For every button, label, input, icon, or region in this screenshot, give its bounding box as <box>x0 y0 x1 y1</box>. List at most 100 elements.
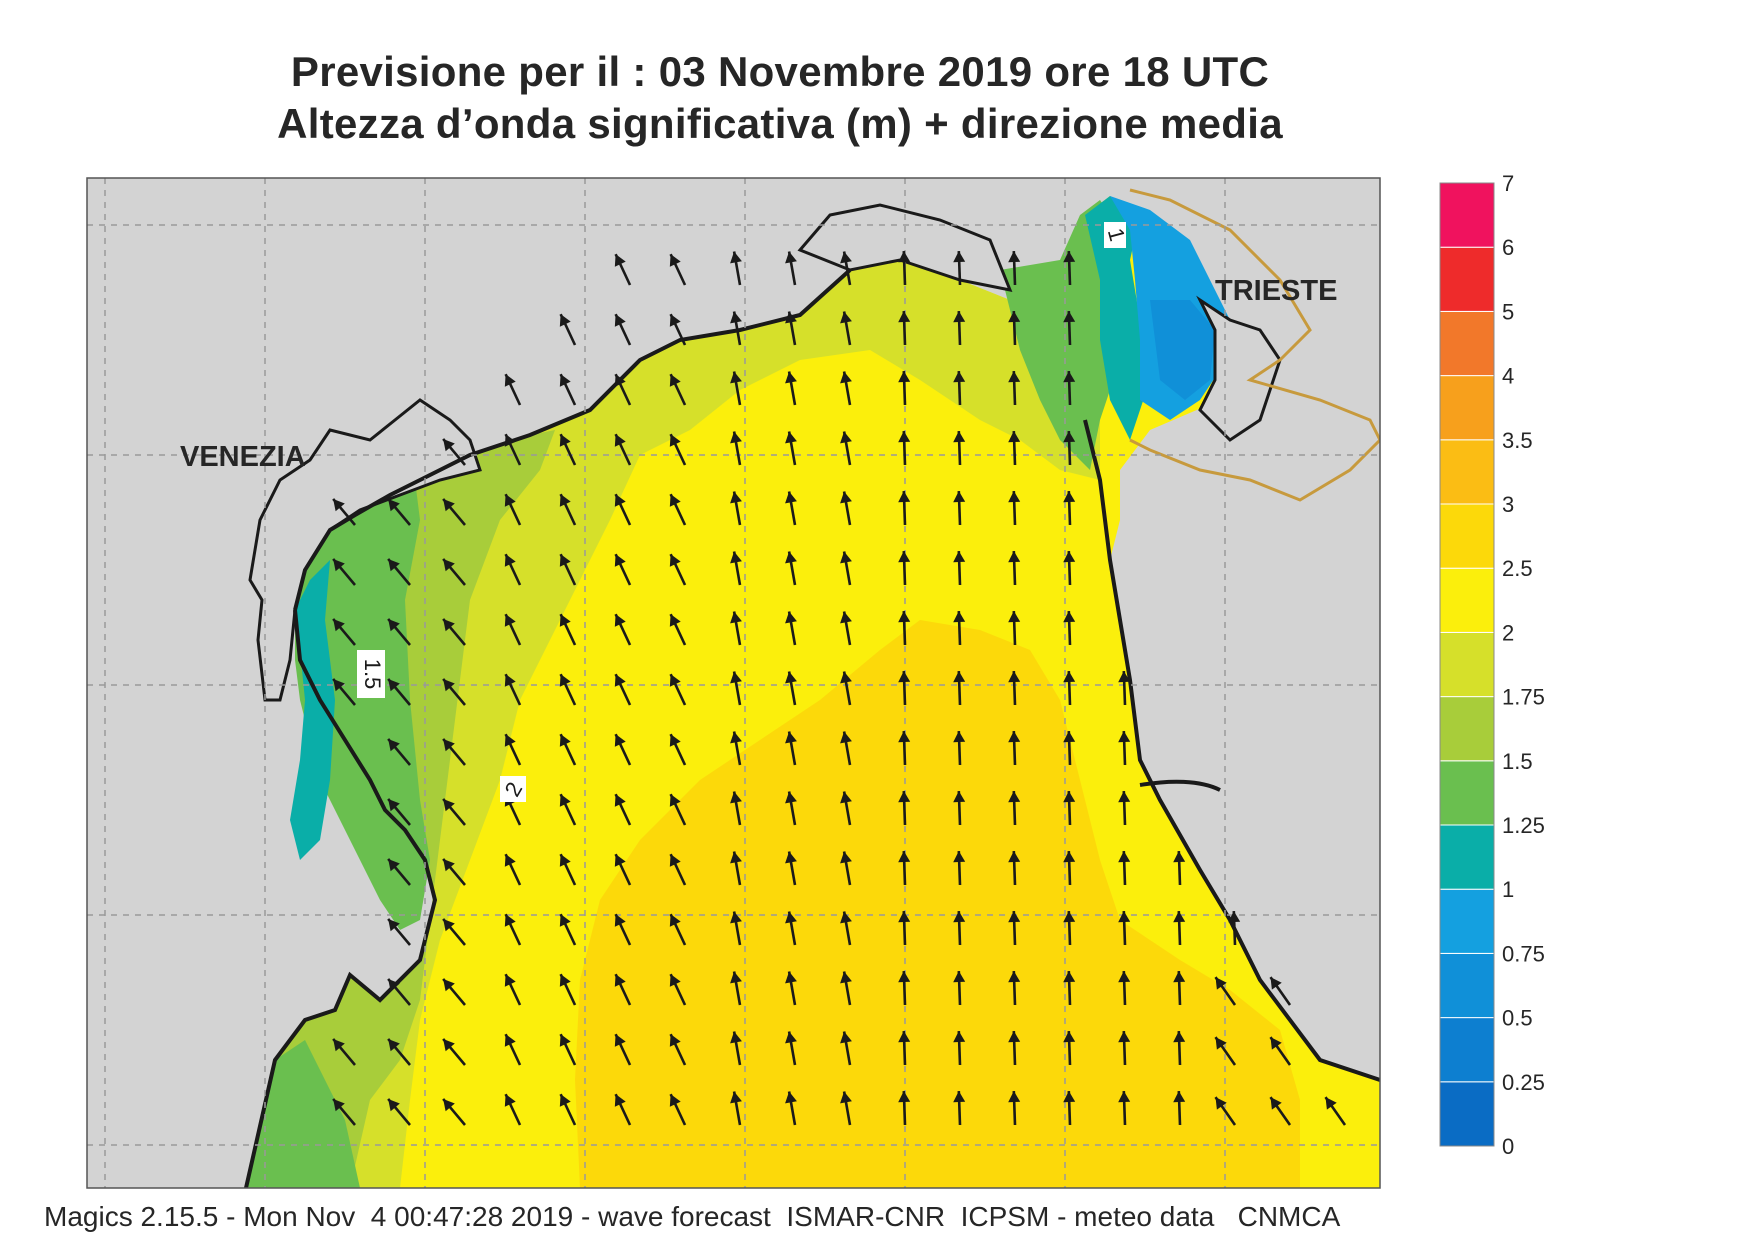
wave-arrow-head <box>1270 977 1282 990</box>
wave-arrow-head <box>785 491 797 504</box>
contour-label-1-5: 1.5 <box>357 650 385 698</box>
wave-arrow-head <box>669 254 681 267</box>
wave-arrow-head <box>669 554 681 567</box>
wave-arrow-head <box>1063 911 1076 923</box>
wave-arrow-head <box>840 371 852 384</box>
wave-arrow-head <box>1008 791 1021 803</box>
wave-arrow-head <box>1063 611 1076 623</box>
wave-arrow-head <box>1008 731 1021 743</box>
place-label-venezia: VENEZIA <box>180 441 306 473</box>
wave-arrow-head <box>1063 551 1076 563</box>
wave-arrow-head <box>443 678 455 692</box>
wave-arrow-head <box>1008 1031 1021 1043</box>
wave-arrow-head <box>504 434 516 447</box>
wave-arrow-head <box>443 438 455 452</box>
wave-arrow-head <box>953 551 966 563</box>
wave-arrow-head <box>730 311 742 324</box>
colorbar-tick-label: 5 <box>1502 299 1514 324</box>
wave-arrow-head <box>785 1091 797 1104</box>
wave-arrow-head <box>953 311 966 323</box>
wave-arrow-head <box>614 254 626 267</box>
wave-arrow-head <box>1008 611 1021 623</box>
wave-arrow-head <box>614 794 626 807</box>
wave-arrow-head <box>898 431 911 443</box>
colorbar-segment <box>1439 375 1495 441</box>
wave-arrow-head <box>504 914 516 927</box>
wave-arrow-head <box>1063 371 1076 383</box>
wave-arrow-head <box>614 554 626 567</box>
wave-arrow-head <box>388 858 400 872</box>
venezia-land <box>248 398 482 702</box>
wave-arrow-head <box>898 551 911 563</box>
wave-arrow-head <box>898 671 911 683</box>
colorbar-tick-label: 0 <box>1502 1134 1514 1159</box>
wave-arrow-head <box>730 371 742 384</box>
wave-arrow-head <box>1063 311 1076 323</box>
wave-arrow-head <box>1063 971 1076 983</box>
wave-arrow-head <box>840 551 852 564</box>
wave-arrow-head <box>333 678 345 692</box>
wave-arrow-head <box>333 1038 345 1052</box>
wave-arrow-head <box>1008 431 1021 443</box>
wave-arrow-head <box>388 1038 400 1052</box>
svg-text:1.5: 1.5 <box>360 659 385 690</box>
wave-arrow-head <box>840 431 852 444</box>
colorbar-segment <box>1439 503 1495 569</box>
wave-arrow-head <box>730 611 742 624</box>
colorbar-frame <box>1439 182 1495 1147</box>
wave-arrow-head <box>388 558 400 572</box>
wave-arrow-head <box>1118 1031 1131 1043</box>
wave-arrow-head <box>559 914 571 927</box>
wave-arrow-head <box>1173 1031 1186 1043</box>
wave-arrow-head <box>443 918 455 932</box>
wave-arrow-head <box>559 614 571 627</box>
wave-arrow-head <box>1325 1097 1337 1110</box>
wave-arrow-head <box>1008 911 1021 923</box>
wave-arrow-head <box>1008 671 1021 683</box>
wave-arrow-head <box>1063 791 1076 803</box>
istria-coast <box>1139 779 1221 792</box>
wave-arrow-head <box>898 491 911 503</box>
colorbar-tick-label: 3 <box>1502 492 1514 517</box>
contour-label-1: 1 <box>1103 222 1130 248</box>
wave-arrow-head <box>953 251 966 263</box>
wave-arrow-head <box>840 1091 852 1104</box>
wave-arrow-head <box>1118 731 1131 743</box>
map-subtitle: Altezza d’onda significativa (m) + direz… <box>277 100 1283 147</box>
wave-arrow-head <box>898 851 911 863</box>
wave-arrow-head <box>785 551 797 564</box>
wave-arrow-head <box>953 491 966 503</box>
wave-arrow-head <box>559 1034 571 1047</box>
wave-arrow-head <box>559 854 571 867</box>
wave-arrow-head <box>669 914 681 927</box>
wave-arrow-head <box>443 1038 455 1052</box>
wave-arrow-head <box>614 674 626 687</box>
wave-arrow-head <box>1008 251 1021 263</box>
colorbar-segment <box>1439 439 1495 505</box>
wave-arrow-head <box>669 674 681 687</box>
colorbar-segment <box>1439 824 1495 890</box>
wave-arrow-head <box>953 911 966 923</box>
wave-arrow-head <box>388 978 400 992</box>
colorbar-segment <box>1439 310 1495 377</box>
place-label-trieste: TRIESTE <box>1215 275 1337 307</box>
wave-arrow-head <box>1008 311 1021 323</box>
wave-arrow-head <box>559 674 571 687</box>
wave-arrow-head <box>333 618 345 632</box>
footer-credits: Magics 2.15.5 - Mon Nov 4 00:47:28 2019 … <box>44 1201 1341 1232</box>
wave-arrow-head <box>388 618 400 632</box>
wave-arrow-head <box>559 794 571 807</box>
wave-arrow-head <box>388 738 400 752</box>
wave-arrow-head <box>1173 1091 1186 1103</box>
wave-arrow-head <box>840 1031 852 1044</box>
wave-arrow-head <box>730 671 742 684</box>
wave-arrow-head <box>614 314 626 327</box>
wave-arrow-head <box>785 971 797 984</box>
wave-arrow-head <box>730 731 742 744</box>
wave-band-100-north <box>1085 196 1150 440</box>
wave-arrow-head <box>898 611 911 623</box>
wave-arrow-head <box>1063 251 1076 263</box>
colorbar-segment <box>1439 1081 1495 1147</box>
wave-arrow-head <box>443 498 455 512</box>
wave-arrow-head <box>614 1094 626 1107</box>
